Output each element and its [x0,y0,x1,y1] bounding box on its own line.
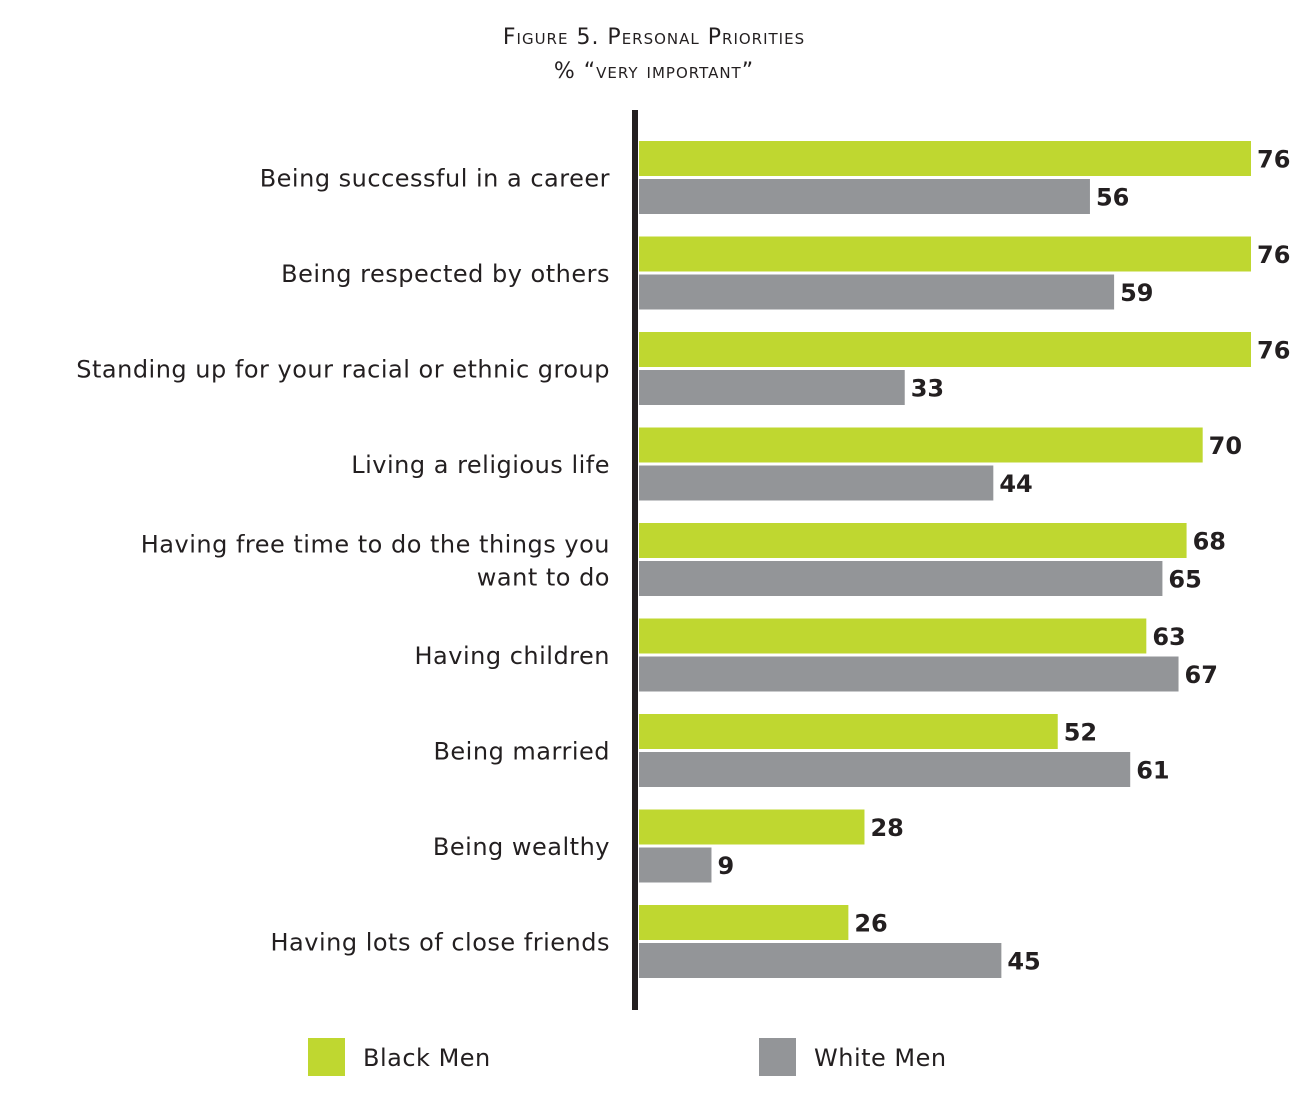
category-label: Living a religious life [351,451,610,479]
legend-swatch [759,1038,796,1076]
category-label-line: want to do [477,564,610,592]
bar-white-men [639,943,1002,978]
bar-white-men [639,370,905,405]
category-label-line: Living a religious life [351,451,610,479]
chart-title: Figure 5. Personal Priorities [503,25,805,50]
data-label: 52 [1064,719,1097,747]
bar-black-men [639,618,1147,654]
data-label: 65 [1168,566,1201,594]
data-label: 9 [717,852,734,880]
data-label: 26 [854,910,887,938]
category-label: Being wealthy [433,833,610,861]
category-label-line: Being wealthy [433,833,610,861]
data-label: 56 [1096,184,1129,212]
bar-black-men [639,523,1187,558]
y-axis-line [632,110,638,1010]
data-label: 67 [1185,661,1218,689]
chart-subtitle: % “very important” [554,59,754,84]
data-label: 59 [1120,279,1153,307]
category-label: Being successful in a career [260,165,610,193]
data-label: 76 [1257,241,1290,269]
data-label: 45 [1007,948,1040,976]
bar-white-men [639,752,1131,787]
legend: Black Men White Men [308,1038,947,1076]
data-label: 61 [1136,757,1169,785]
data-label: 68 [1193,528,1226,556]
bar-black-men [639,236,1251,272]
legend-swatch [308,1038,345,1076]
category-label-line: Being respected by others [281,260,610,288]
data-label: 44 [999,470,1032,498]
bar-black-men [639,714,1058,749]
data-label: 76 [1257,337,1290,365]
bar-white-men [639,656,1179,692]
category-label: Being respected by others [281,260,610,288]
category-label-line: Having children [415,642,611,670]
data-label: 33 [911,375,944,403]
bar-white-men [639,179,1090,214]
bar-white-men [639,274,1115,310]
bar-black-men [639,427,1203,463]
bar-white-men [639,465,994,501]
bar-black-men [639,905,849,940]
data-label: 76 [1257,146,1290,174]
data-label: 28 [870,814,903,842]
legend-label: White Men [814,1044,947,1072]
category-label-line: Being successful in a career [260,165,610,193]
category-label: Having lots of close friends [271,929,611,957]
category-label: Having free time to do the things you wan… [141,531,610,592]
category-label: Having children [415,642,611,670]
bar-white-men [639,847,712,883]
bar-black-men [639,141,1251,176]
bar-black-men [639,809,865,845]
category-label: Being married [433,738,610,766]
category-label: Standing up for your racial or ethnic gr… [76,356,610,384]
category-label-line: Having free time to do the things you [141,531,610,559]
category-label-line: Standing up for your racial or ethnic gr… [76,356,610,384]
category-label-line: Being married [433,738,610,766]
legend-label: Black Men [363,1044,491,1072]
data-label: 70 [1209,432,1242,460]
bar-white-men [639,561,1163,596]
bar-black-men [639,332,1251,367]
data-label: 63 [1152,623,1185,651]
category-label-line: Having lots of close friends [271,929,611,957]
